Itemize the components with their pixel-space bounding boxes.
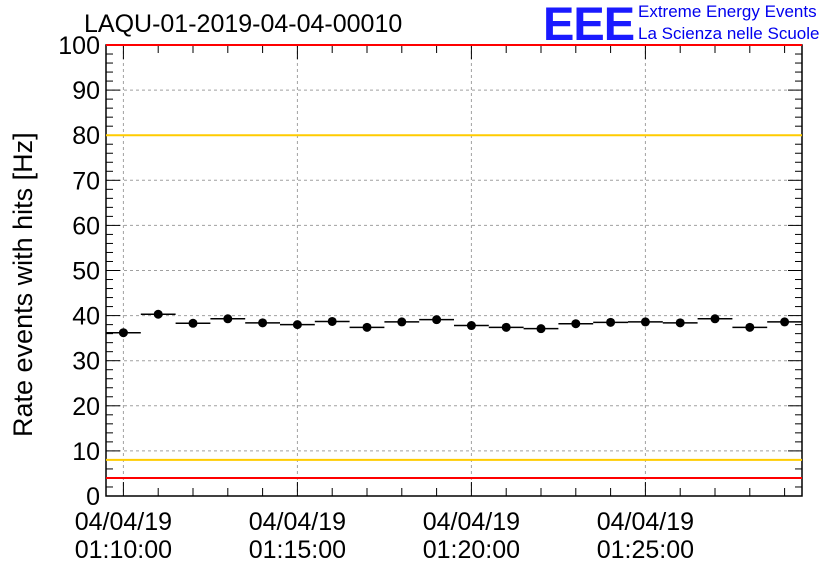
x-tick-label-date: 04/04/19 xyxy=(597,508,694,536)
data-point xyxy=(223,314,233,324)
data-point xyxy=(118,328,128,338)
data-point xyxy=(432,315,442,325)
y-tick-label: 80 xyxy=(72,122,100,150)
data-point xyxy=(292,320,302,330)
data-point xyxy=(188,318,198,328)
data-point xyxy=(640,317,650,327)
data-point xyxy=(780,317,790,327)
data-point xyxy=(466,321,476,331)
y-tick-label: 50 xyxy=(72,258,100,286)
data-point xyxy=(571,319,581,329)
logo-line-1: Extreme Energy Events xyxy=(638,2,817,21)
data-point xyxy=(153,309,163,319)
y-tick-label: 30 xyxy=(72,348,100,376)
x-tick-label-time: 01:25:00 xyxy=(597,536,694,564)
x-tick-label-date: 04/04/19 xyxy=(75,508,172,536)
data-point xyxy=(745,322,755,332)
y-tick-label: 40 xyxy=(72,303,100,331)
data-point xyxy=(327,316,337,326)
y-tick-label: 100 xyxy=(58,32,100,60)
data-point xyxy=(675,318,685,328)
y-tick-label: 90 xyxy=(72,77,100,105)
data-point xyxy=(397,317,407,327)
data-point xyxy=(501,322,511,332)
y-tick-label: 70 xyxy=(72,167,100,195)
eee-logo: EEE xyxy=(543,0,635,50)
data-point xyxy=(362,322,372,332)
data-point xyxy=(710,314,720,324)
y-tick-label: 60 xyxy=(72,212,100,240)
y-tick-label: 0 xyxy=(86,483,100,511)
logo-line-2: La Scienza nelle Scuole xyxy=(638,24,820,43)
x-tick-label-time: 01:20:00 xyxy=(423,536,520,564)
x-tick-label-time: 01:15:00 xyxy=(249,536,346,564)
y-tick-label: 10 xyxy=(72,438,100,466)
x-tick-label-date: 04/04/19 xyxy=(423,508,520,536)
y-tick-label: 20 xyxy=(72,393,100,421)
data-point xyxy=(258,318,268,328)
x-tick-label-time: 01:10:00 xyxy=(75,536,172,564)
chart-title: LAQU-01-2019-04-04-00010 xyxy=(84,10,403,38)
data-point xyxy=(536,324,546,334)
data-point xyxy=(606,317,616,327)
x-tick-label-date: 04/04/19 xyxy=(249,508,346,536)
